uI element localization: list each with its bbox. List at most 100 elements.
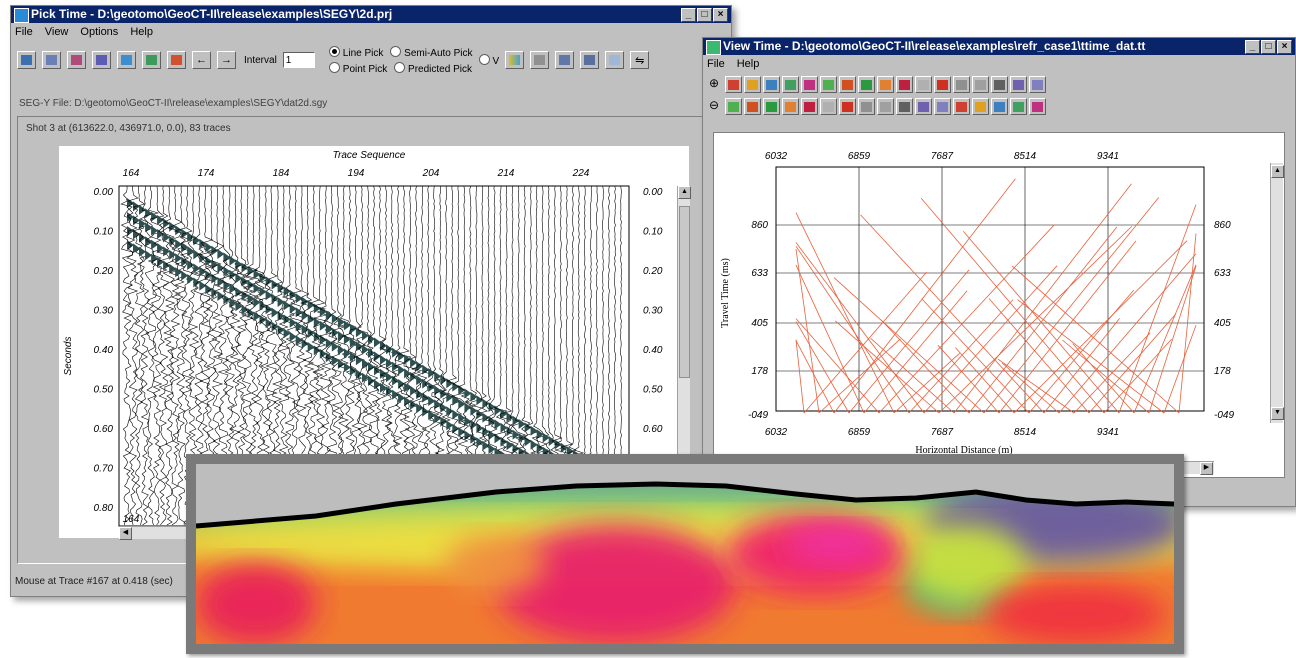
wiggle-lobe <box>151 239 159 250</box>
travel-time-panel: 6032 6032 6859 6859 7687 7687 8514 8514 9341 9341… <box>713 132 1285 478</box>
shot-icon[interactable] <box>17 51 36 69</box>
display-icon[interactable] <box>117 51 136 69</box>
view-tool-icon[interactable] <box>915 98 932 115</box>
interval-input[interactable]: 1 <box>282 52 315 68</box>
travel-time-curve <box>1062 339 1150 414</box>
export-icon[interactable] <box>605 51 625 69</box>
view-tool-icon[interactable] <box>972 98 989 115</box>
travel-time-plot[interactable]: 6032 6032 6859 6859 7687 7687 8514 8514 9341 9341… <box>714 133 1284 477</box>
line-pick-radio[interactable]: Line Pick <box>328 45 383 59</box>
wiggle-lobe <box>235 273 243 284</box>
view-tool-icon[interactable] <box>763 98 780 115</box>
wiggle-lobe <box>217 249 225 259</box>
travel-time-curve <box>998 240 1137 414</box>
view-tool-icon[interactable] <box>820 98 837 115</box>
wiggle-lobe <box>145 236 153 247</box>
wiggle-lobe <box>199 238 207 249</box>
trace-icon[interactable] <box>42 51 61 69</box>
view-tool-icon[interactable] <box>1029 98 1046 115</box>
predicted-pick-radio[interactable]: Predicted Pick <box>394 61 472 75</box>
wiggle-lobe <box>301 310 309 321</box>
maximize-button[interactable]: □ <box>697 8 712 22</box>
previous-arrow-icon[interactable]: ← <box>192 51 211 69</box>
view-tool-icon[interactable] <box>991 98 1008 115</box>
travel-time-curve <box>795 321 850 414</box>
view-tool-icon[interactable] <box>725 76 742 93</box>
view-tool-icon[interactable] <box>915 76 932 93</box>
view-tool-icon[interactable] <box>1010 76 1027 93</box>
gain-icon[interactable] <box>142 51 161 69</box>
seismic-vertical-scrollbar[interactable]: ▲ <box>677 186 691 538</box>
velocity-model-image[interactable] <box>196 464 1174 644</box>
menu-file[interactable]: File <box>707 58 725 70</box>
save-icon[interactable] <box>530 51 550 69</box>
color-icon[interactable] <box>505 51 525 69</box>
close-button[interactable]: × <box>1277 40 1292 54</box>
minimize-button[interactable]: _ <box>1245 40 1260 54</box>
view-tool-icon[interactable] <box>972 76 989 93</box>
menu-help[interactable]: Help <box>736 58 760 70</box>
wiggle-lobe <box>512 429 520 440</box>
pick-time-titlebar[interactable]: Pick Time - D:\geotomo\GeoCT-II\release\… <box>11 6 731 23</box>
scroll-left-button[interactable]: ◀ <box>119 527 132 540</box>
gather-icon[interactable] <box>67 51 86 69</box>
scroll-up-button[interactable]: ▲ <box>1271 165 1284 178</box>
travel-time-curve <box>860 214 1045 414</box>
view-tool-icon[interactable] <box>801 76 818 93</box>
view-tool-icon[interactable] <box>839 98 856 115</box>
zoom-out-icon[interactable]: ⊖ <box>709 98 720 112</box>
zoom-in-icon[interactable]: ⊕ <box>709 76 720 90</box>
wiggle-lobe <box>163 246 171 257</box>
view-tool-icon[interactable] <box>858 98 875 115</box>
point-pick-radio[interactable]: Point Pick <box>328 61 387 75</box>
view-vertical-scrollbar[interactable]: ▲ ▼ <box>1270 163 1284 423</box>
scroll-up-button[interactable]: ▲ <box>678 186 691 199</box>
wiggle-lobe <box>416 375 424 386</box>
view-tool-icon[interactable] <box>991 76 1008 93</box>
view-tool-icon[interactable] <box>1029 76 1046 93</box>
scroll-thumb[interactable] <box>679 206 690 378</box>
view-tool-icon[interactable] <box>801 98 818 115</box>
view-tool-icon[interactable] <box>782 98 799 115</box>
menu-help[interactable]: Help <box>130 26 153 38</box>
maximize-button[interactable]: □ <box>1261 40 1276 54</box>
wiggle-lobe <box>380 382 387 393</box>
view-tool-icon[interactable] <box>744 76 761 93</box>
wiggle-lobe <box>253 283 261 294</box>
wiggle-lobe <box>446 392 454 403</box>
v-radio[interactable]: V <box>478 53 499 67</box>
view-tool-icon[interactable] <box>953 76 970 93</box>
menu-options[interactable]: Options <box>80 26 119 38</box>
scroll-right-button[interactable]: ▶ <box>1200 462 1213 475</box>
minimize-button[interactable]: _ <box>681 8 696 22</box>
view-time-titlebar[interactable]: View Time - D:\geotomo\GeoCT-II\release\… <box>703 38 1295 55</box>
view-tool-icon[interactable] <box>877 76 894 93</box>
wiggle-lobe <box>464 416 472 427</box>
view-tool-icon[interactable] <box>725 98 742 115</box>
view-tool-icon[interactable] <box>839 76 856 93</box>
semi-auto-pick-radio[interactable]: Semi-Auto Pick <box>390 45 473 59</box>
filter-icon[interactable] <box>92 51 111 69</box>
menu-view[interactable]: View <box>44 26 69 38</box>
menu-file[interactable]: File <box>15 26 33 38</box>
pick2-icon[interactable] <box>580 51 600 69</box>
view-tool-icon[interactable] <box>858 76 875 93</box>
view-tool-icon[interactable] <box>744 98 761 115</box>
view-tool-icon[interactable] <box>896 98 913 115</box>
close-button[interactable]: × <box>713 8 728 22</box>
view-tool-icon[interactable] <box>763 76 780 93</box>
fit-icon[interactable]: ⇋ <box>630 51 650 69</box>
view-tool-icon[interactable] <box>934 76 951 93</box>
next-arrow-icon[interactable]: → <box>217 51 236 69</box>
pick-icon[interactable] <box>555 51 575 69</box>
view-tool-icon[interactable] <box>820 76 837 93</box>
view-tool-icon[interactable] <box>1010 98 1027 115</box>
wiggle-lobe <box>205 256 213 267</box>
view-tool-icon[interactable] <box>877 98 894 115</box>
view-tool-icon[interactable] <box>896 76 913 93</box>
wave-icon[interactable] <box>167 51 186 69</box>
view-tool-icon[interactable] <box>782 76 799 93</box>
scroll-down-button[interactable]: ▼ <box>1271 407 1284 420</box>
view-tool-icon[interactable] <box>934 98 951 115</box>
view-tool-icon[interactable] <box>953 98 970 115</box>
